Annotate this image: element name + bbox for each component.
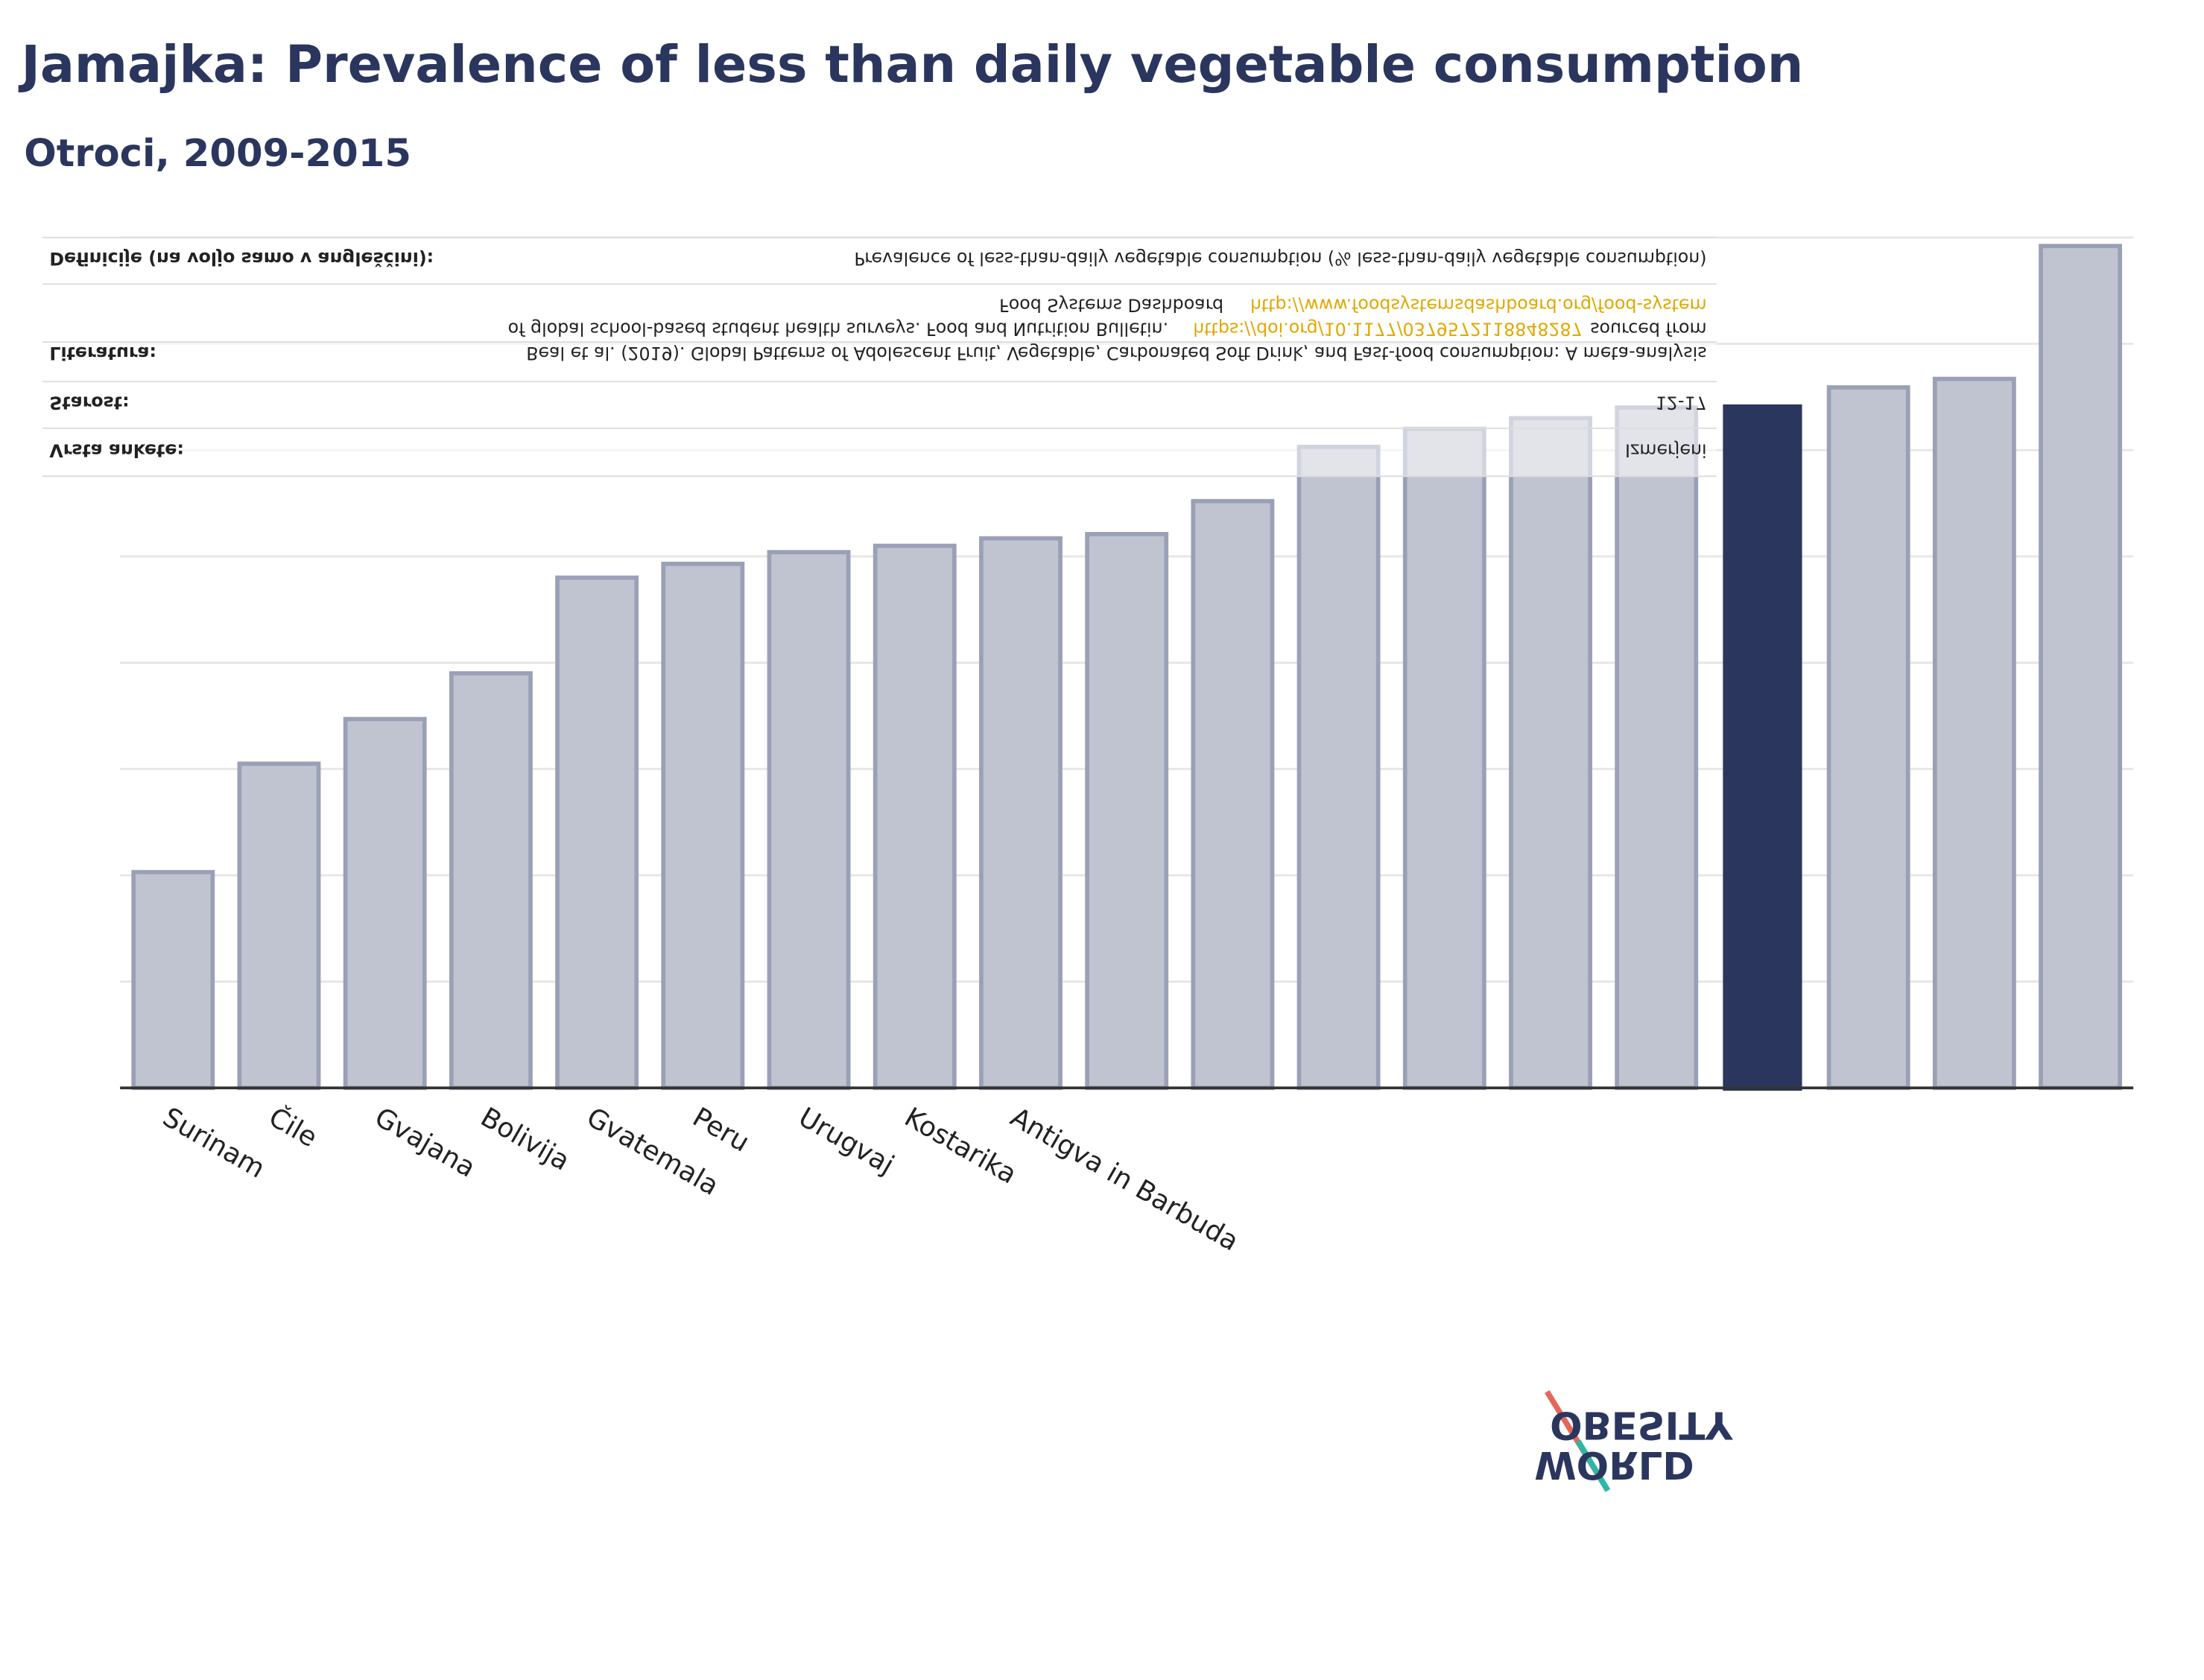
bar xyxy=(1191,498,1275,1091)
x-tick-label: Peru xyxy=(687,1102,754,1158)
tooltip-text: Beal et al. (2019). Global Patterns of A… xyxy=(526,343,1706,364)
bar xyxy=(131,869,215,1091)
tooltip-text: of global school-based student health su… xyxy=(508,319,1168,340)
tooltip-text: Literatura: xyxy=(49,343,156,364)
logo-text: WORLD xyxy=(1534,1442,1694,1487)
bar xyxy=(1085,532,1169,1091)
x-tick-label: Kostarika xyxy=(899,1102,1022,1190)
bar xyxy=(1615,405,1699,1091)
bar xyxy=(237,761,321,1091)
tooltip-text: Definicije (na voljo samo v angleščini): xyxy=(49,248,434,269)
tooltip-text: http://www.foodsystemsdashboard.org/food… xyxy=(1250,294,1707,315)
tooltip-text: Vrsta ankete: xyxy=(49,440,184,461)
bar xyxy=(343,717,427,1091)
tooltip-box xyxy=(42,237,1717,477)
bar xyxy=(767,550,851,1091)
bar xyxy=(1296,445,1381,1091)
logo-text: OBESITY xyxy=(1550,1403,1733,1448)
bar xyxy=(1402,426,1486,1091)
tooltip-text: Izmerjeni xyxy=(1625,440,1707,461)
tooltip-text: https://doi.org/10.1177/0379572118848287 xyxy=(1193,319,1582,340)
x-tick-label: Antigva in Barbuda xyxy=(1005,1102,1244,1257)
tooltip-text: Food Systems Dashboard xyxy=(999,294,1223,315)
bar xyxy=(1826,385,1910,1091)
tooltip: Definicije (na voljo samo v angleščini):… xyxy=(42,236,1717,478)
logo-slash xyxy=(1575,1439,1611,1492)
tooltip-text: Prevalence of less-than-daily vegetable … xyxy=(854,248,1706,269)
bar xyxy=(555,575,639,1091)
tooltip-text: 12-17 xyxy=(1656,392,1707,413)
bar xyxy=(2039,244,2123,1091)
bar xyxy=(1723,404,1802,1091)
bar xyxy=(979,536,1063,1091)
x-tick-label: Čile xyxy=(264,1101,323,1153)
bar xyxy=(1509,416,1592,1091)
tooltip-text: sourced from xyxy=(1590,319,1706,340)
chart-subtitle: Otroci, 2009-2015 xyxy=(24,131,411,176)
chart-title: Jamajka: Prevalence of less than daily v… xyxy=(18,36,1803,95)
bar xyxy=(1932,376,2016,1091)
bar xyxy=(449,671,533,1091)
x-tick-label: Bolivija xyxy=(475,1102,574,1177)
bar xyxy=(873,543,957,1091)
x-tick-label: Surinam xyxy=(157,1102,270,1185)
x-tick-label: Urugvaj xyxy=(794,1102,899,1181)
tooltip-text: Starost: xyxy=(49,392,129,413)
x-tick-label: Gvajana xyxy=(370,1102,481,1184)
bar xyxy=(661,561,745,1091)
